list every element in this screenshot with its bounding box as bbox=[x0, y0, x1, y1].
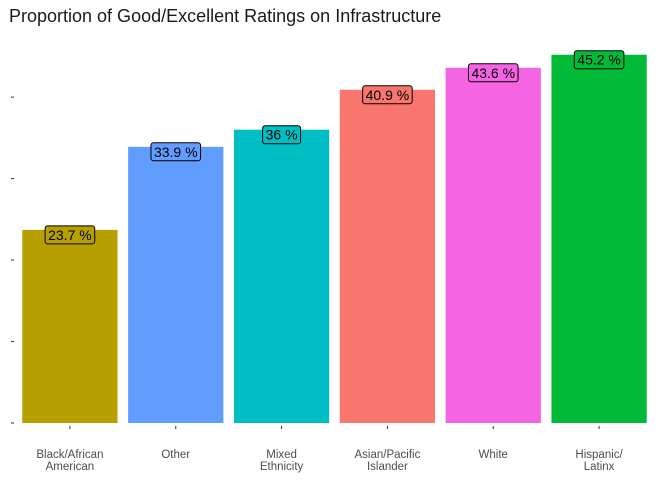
x-tick-label: Black/African bbox=[36, 449, 103, 461]
data-label: 33.9 % bbox=[150, 142, 202, 162]
x-tick-label: Latinx bbox=[584, 461, 615, 473]
x-tick-label: American bbox=[46, 461, 95, 473]
data-label: 43.6 % bbox=[467, 63, 519, 83]
x-tick-label: Asian/Pacific bbox=[354, 449, 420, 461]
y-axis bbox=[11, 96, 14, 424]
x-tick-label: Hispanic/ bbox=[575, 449, 623, 461]
data-label-text: 23.7 % bbox=[48, 227, 92, 243]
chart-title: Proportion of Good/Excellent Ratings on … bbox=[9, 6, 442, 26]
bar bbox=[233, 129, 330, 423]
bars-group bbox=[22, 54, 647, 424]
bar bbox=[22, 229, 118, 423]
data-label-text: 45.2 % bbox=[577, 52, 621, 68]
data-label: 23.7 % bbox=[44, 225, 96, 245]
bar bbox=[128, 146, 224, 424]
x-tick-label: White bbox=[479, 449, 508, 461]
x-tick-label: Mixed bbox=[266, 449, 297, 461]
data-label-text: 36 % bbox=[266, 127, 298, 143]
data-label-text: 33.9 % bbox=[154, 144, 198, 160]
data-label-text: 43.6 % bbox=[471, 65, 515, 81]
data-label-text: 40.9 % bbox=[366, 87, 410, 103]
data-label: 40.9 % bbox=[362, 85, 413, 105]
x-tick-label: Islander bbox=[367, 461, 408, 473]
data-label: 36 % bbox=[262, 125, 302, 145]
x-tick-label: Other bbox=[161, 449, 190, 461]
bar bbox=[551, 54, 647, 423]
data-label: 45.2 % bbox=[573, 50, 625, 70]
data-labels-group: 23.7 % 33.9 % 36 % 40.9 % 43.6 % 45.2 % bbox=[44, 50, 625, 245]
bar bbox=[445, 67, 541, 424]
x-tick-label: Ethnicity bbox=[260, 461, 304, 473]
bar bbox=[339, 89, 436, 423]
